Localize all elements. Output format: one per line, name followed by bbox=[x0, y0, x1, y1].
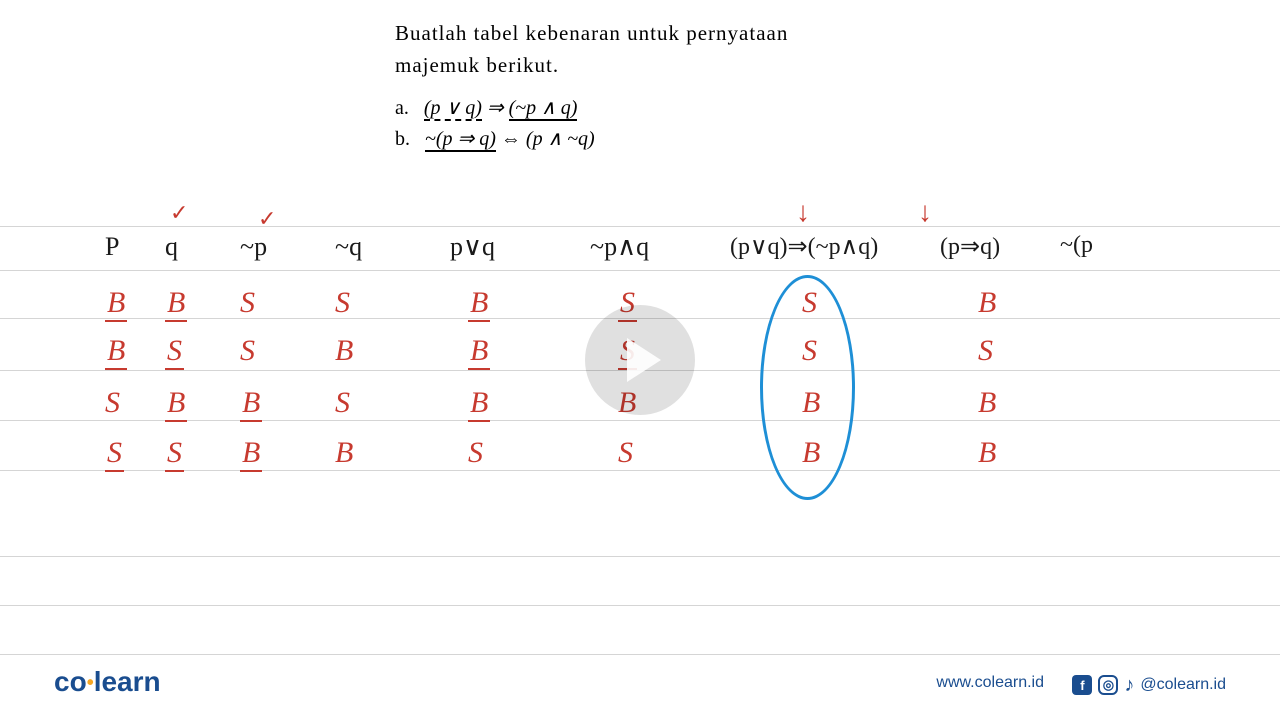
cell-q: S bbox=[165, 436, 184, 472]
question-block: Buatlah tabel kebenaran untuk pernyataan… bbox=[395, 18, 895, 157]
footer-handle: @colearn.id bbox=[1140, 676, 1226, 694]
table-row: SSBBSSBB bbox=[0, 436, 1280, 480]
item-b-rhs: (p ∧ ~q) bbox=[526, 128, 595, 150]
result-column-circle bbox=[760, 275, 855, 500]
colearn-logo: co•learn bbox=[54, 666, 161, 698]
item-a-label: a. bbox=[395, 97, 409, 119]
question-prompt-line2: majemuk berikut. bbox=[395, 50, 895, 82]
cell-np: S bbox=[240, 334, 255, 368]
header-p-implies-q: (p⇒q) bbox=[940, 232, 1000, 261]
question-prompt-line1: Buatlah tabel kebenaran untuk pernyataan bbox=[395, 18, 895, 50]
logo-dot-icon: • bbox=[87, 672, 94, 694]
cell-pimq: B bbox=[978, 386, 996, 420]
facebook-icon: f bbox=[1072, 675, 1092, 695]
question-item-b: b. ~(p ⇒ q) ⇔ (p ∧ ~q) bbox=[395, 126, 895, 151]
header-not-p-implies: ~(p bbox=[1060, 232, 1093, 259]
header-p-or-q: p∨q bbox=[450, 232, 495, 262]
logo-learn: learn bbox=[94, 666, 161, 697]
header-not-q: ~q bbox=[335, 232, 362, 262]
item-b-label: b. bbox=[395, 128, 410, 150]
rule-line bbox=[0, 556, 1280, 557]
logo-co: co bbox=[54, 666, 87, 697]
item-a-arrow: ⇒ bbox=[487, 97, 504, 119]
cell-nq: S bbox=[335, 286, 350, 320]
footer: co•learn www.colearn.id f ◎ ♪ @colearn.i… bbox=[0, 658, 1280, 698]
cell-p: S bbox=[105, 386, 120, 420]
cell-q: S bbox=[165, 334, 184, 370]
cell-np: B bbox=[240, 386, 262, 422]
cell-p: B bbox=[105, 286, 127, 322]
cell-q: B bbox=[165, 386, 187, 422]
item-a-lhs: (p ∨ q) bbox=[424, 97, 482, 121]
header-not-p: ~p bbox=[240, 232, 267, 262]
cell-nq: S bbox=[335, 386, 350, 420]
item-b-lhs: ~(p ⇒ q) bbox=[425, 128, 496, 152]
header-result-a: (p∨q)⇒(~p∧q) bbox=[730, 232, 878, 261]
arrow-down-res1-icon: ↓ bbox=[796, 196, 810, 228]
question-item-a: a. (p ∨ q) ⇒ (~p ∧ q) bbox=[395, 95, 895, 120]
cell-p: B bbox=[105, 334, 127, 370]
cell-pimq: S bbox=[978, 334, 993, 368]
checkmark-np-icon: ✓ bbox=[258, 206, 276, 232]
rule-line bbox=[0, 270, 1280, 271]
cell-nq: B bbox=[335, 334, 353, 368]
item-a-rhs: (~p ∧ q) bbox=[509, 97, 578, 121]
footer-url: www.colearn.id bbox=[936, 674, 1044, 692]
item-b-arrow: ⇔ bbox=[501, 128, 521, 150]
rule-line bbox=[0, 654, 1280, 655]
rule-line bbox=[0, 226, 1280, 227]
header-p: P bbox=[105, 232, 119, 262]
truth-table-header-row: P q ~p ~q p∨q ~p∧q (p∨q)⇒(~p∧q) (p⇒q) ~(… bbox=[0, 232, 1280, 270]
cell-pvq: S bbox=[468, 436, 483, 470]
question-items: a. (p ∨ q) ⇒ (~p ∧ q) b. ~(p ⇒ q) ⇔ (p ∧… bbox=[395, 95, 895, 151]
header-notp-and-q: ~p∧q bbox=[590, 232, 649, 262]
cell-pimq: B bbox=[978, 436, 996, 470]
cell-pimq: B bbox=[978, 286, 996, 320]
checkmark-q-icon: ✓ bbox=[170, 200, 188, 226]
cell-pvq: B bbox=[468, 334, 490, 370]
arrow-down-pimq-icon: ↓ bbox=[918, 196, 932, 228]
footer-social: f ◎ ♪ @colearn.id bbox=[1072, 675, 1226, 695]
instagram-icon: ◎ bbox=[1098, 675, 1118, 695]
header-q: q bbox=[165, 232, 178, 262]
cell-np: S bbox=[240, 286, 255, 320]
play-button[interactable] bbox=[585, 305, 695, 415]
cell-nq: B bbox=[335, 436, 353, 470]
cell-p: S bbox=[105, 436, 124, 472]
cell-pvq: B bbox=[468, 286, 490, 322]
tiktok-icon: ♪ bbox=[1124, 675, 1134, 695]
cell-np: B bbox=[240, 436, 262, 472]
cell-npaq: S bbox=[618, 436, 633, 470]
cell-pvq: B bbox=[468, 386, 490, 422]
cell-q: B bbox=[165, 286, 187, 322]
rule-line bbox=[0, 605, 1280, 606]
